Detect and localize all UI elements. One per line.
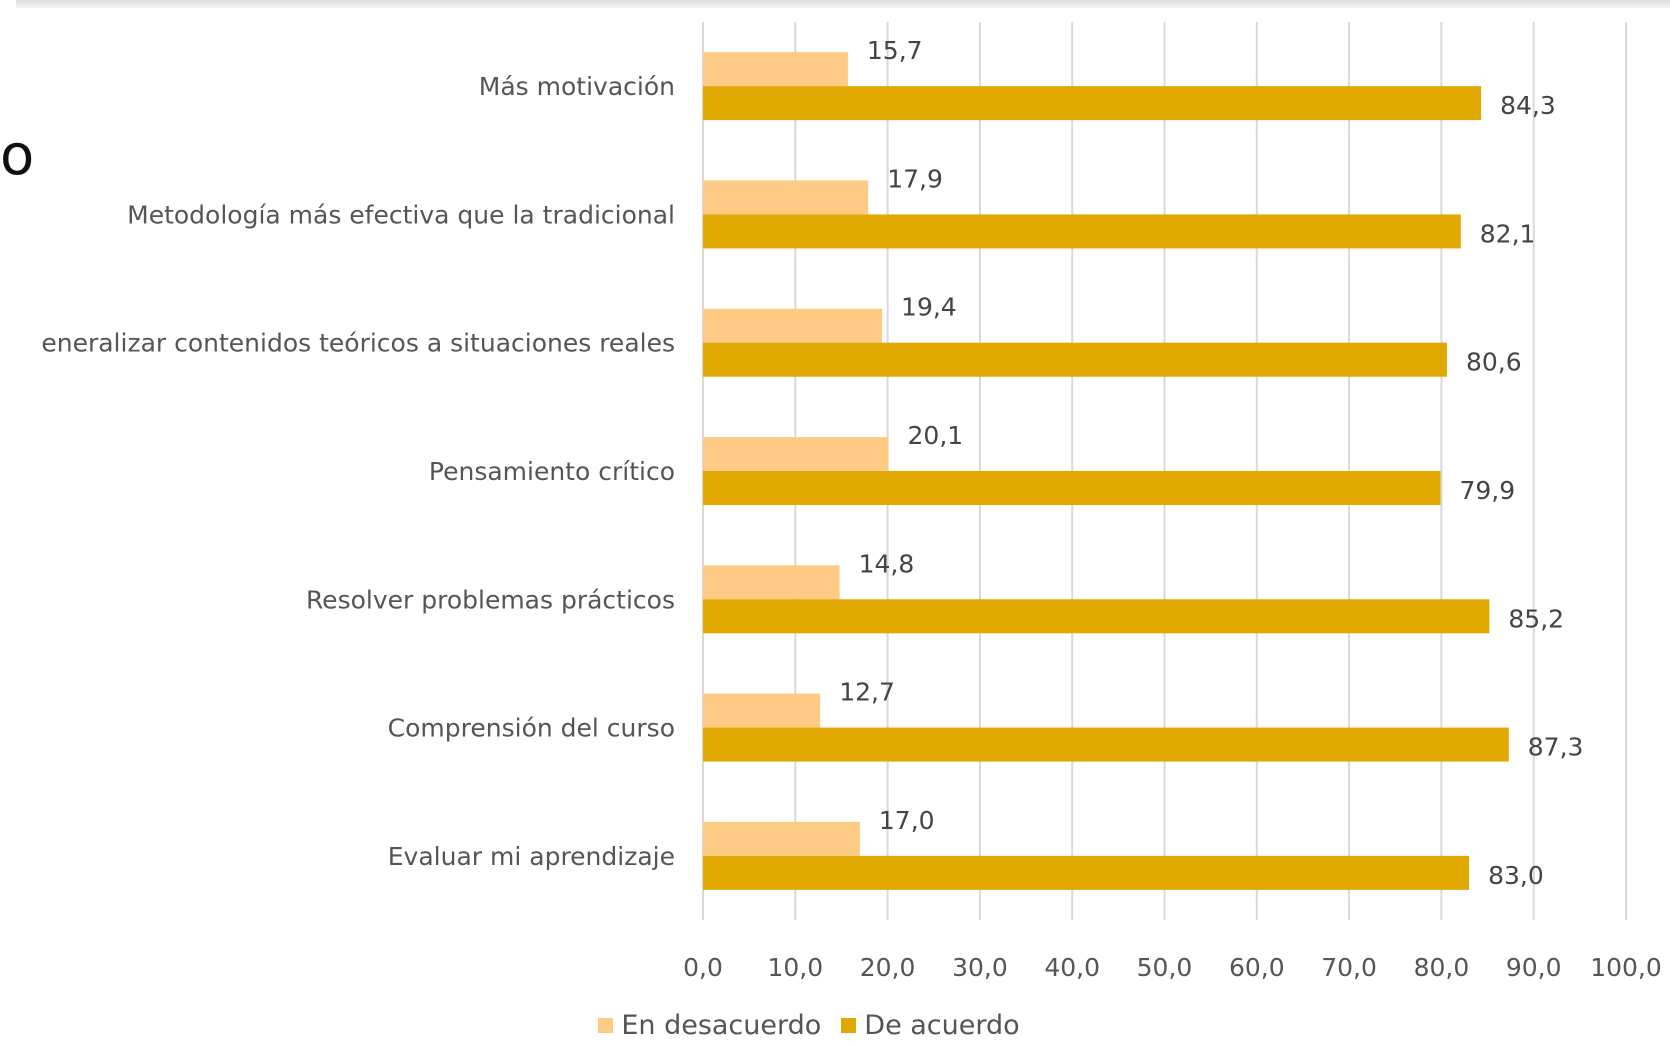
value-label-de-acuerdo-resolver-problemas-practicos: 85,2 xyxy=(1508,604,1564,633)
value-label-en-desacuerdo-eneralizar-contenidos-teoricos-a-situaciones-reales: 19,4 xyxy=(901,293,957,322)
legend-swatch-en-desacuerdo xyxy=(598,1018,614,1033)
bar-de-acuerdo-comprension-del-curso xyxy=(703,727,1509,762)
x-tick-label: 20,0 xyxy=(860,953,916,982)
category-label-eneralizar-contenidos-teoricos-a-situaciones-reales: eneralizar contenidos teóricos a situaci… xyxy=(41,329,675,358)
bar-chart: 0,0 10,0 20,0 30,0 40,0 50,0 60,0 70,0 80,0 90,0 1… xyxy=(41,22,1662,982)
x-tick-label: 10,0 xyxy=(767,953,823,982)
bar-de-acuerdo-pensamiento-critico xyxy=(703,471,1441,505)
value-label-en-desacuerdo-pensamiento-critico: 20,1 xyxy=(908,421,964,450)
x-tick-label: 100,0 xyxy=(1590,953,1662,982)
x-tick-label: 70,0 xyxy=(1321,953,1377,982)
value-label-de-acuerdo-evaluar-mi-aprendizaje: 83,0 xyxy=(1488,861,1544,890)
bar-en-desacuerdo-evaluar-mi-aprendizaje xyxy=(703,821,860,856)
category-label-evaluar-mi-aprendizaje: Evaluar mi aprendizaje xyxy=(388,842,675,871)
bar-de-acuerdo-resolver-problemas-practicos xyxy=(703,599,1490,634)
category-label-comprension-del-curso: Comprensión del curso xyxy=(388,714,675,743)
bar-de-acuerdo-mas-motivacion xyxy=(703,86,1482,121)
x-tick-label: 50,0 xyxy=(1137,953,1193,982)
chart-legend: En desacuerdo De acuerdo xyxy=(0,1012,1670,1039)
value-label-de-acuerdo-comprension-del-curso: 87,3 xyxy=(1528,733,1584,762)
bar-de-acuerdo-eneralizar-contenidos-teoricos-a-situaciones-reales xyxy=(703,342,1447,377)
x-tick-label: 60,0 xyxy=(1229,953,1285,982)
bar-en-desacuerdo-eneralizar-contenidos-teoricos-a-situaciones-reales xyxy=(703,308,883,343)
legend-item-de-acuerdo: De acuerdo xyxy=(841,1010,1020,1041)
value-label-de-acuerdo-eneralizar-contenidos-teoricos-a-situaciones-reales: 80,6 xyxy=(1466,348,1522,377)
legend-swatch-de-acuerdo xyxy=(841,1018,857,1033)
value-label-de-acuerdo-metodologia-mas-efectiva-que-la-tradicional: 82,1 xyxy=(1480,219,1536,248)
bar-en-desacuerdo-mas-motivacion xyxy=(703,52,848,87)
value-label-en-desacuerdo-comprension-del-curso: 12,7 xyxy=(839,678,895,707)
bar-en-desacuerdo-metodologia-mas-efectiva-que-la-tradicional xyxy=(703,180,869,215)
category-label-resolver-problemas-practicos: Resolver problemas prácticos xyxy=(306,585,675,614)
legend-label-en-desacuerdo: En desacuerdo xyxy=(621,1010,822,1041)
x-tick-label: 0,0 xyxy=(683,953,723,982)
value-label-en-desacuerdo-evaluar-mi-aprendizaje: 17,0 xyxy=(879,806,935,835)
bar-en-desacuerdo-comprension-del-curso xyxy=(703,693,821,728)
legend-label-de-acuerdo: De acuerdo xyxy=(864,1010,1020,1041)
top-divider xyxy=(16,0,1670,8)
x-tick-label: 80,0 xyxy=(1414,953,1470,982)
bar-en-desacuerdo-pensamiento-critico xyxy=(703,437,889,471)
category-label-pensamiento-critico: Pensamiento crítico xyxy=(429,457,675,486)
value-label-de-acuerdo-mas-motivacion: 84,3 xyxy=(1500,91,1556,120)
x-tick-label: 90,0 xyxy=(1506,953,1562,982)
category-label-mas-motivacion: Más motivación xyxy=(479,72,675,101)
bar-de-acuerdo-metodologia-mas-efectiva-que-la-tradicional xyxy=(703,214,1461,249)
x-tick-label: 30,0 xyxy=(952,953,1008,982)
value-label-de-acuerdo-pensamiento-critico: 79,9 xyxy=(1459,476,1515,505)
legend-item-en-desacuerdo: En desacuerdo xyxy=(598,1012,821,1039)
bar-en-desacuerdo-resolver-problemas-practicos xyxy=(703,565,840,600)
value-label-en-desacuerdo-resolver-problemas-practicos: 14,8 xyxy=(859,549,915,578)
value-label-en-desacuerdo-mas-motivacion: 15,7 xyxy=(867,36,923,65)
x-tick-label: 40,0 xyxy=(1044,953,1100,982)
bar-de-acuerdo-evaluar-mi-aprendizaje xyxy=(703,855,1470,890)
page-title: o xyxy=(0,123,35,188)
category-label-metodologia-mas-efectiva-que-la-tradicional: Metodología más efectiva que la tradicio… xyxy=(127,200,675,229)
value-label-en-desacuerdo-metodologia-mas-efectiva-que-la-tradicional: 17,9 xyxy=(887,164,943,193)
